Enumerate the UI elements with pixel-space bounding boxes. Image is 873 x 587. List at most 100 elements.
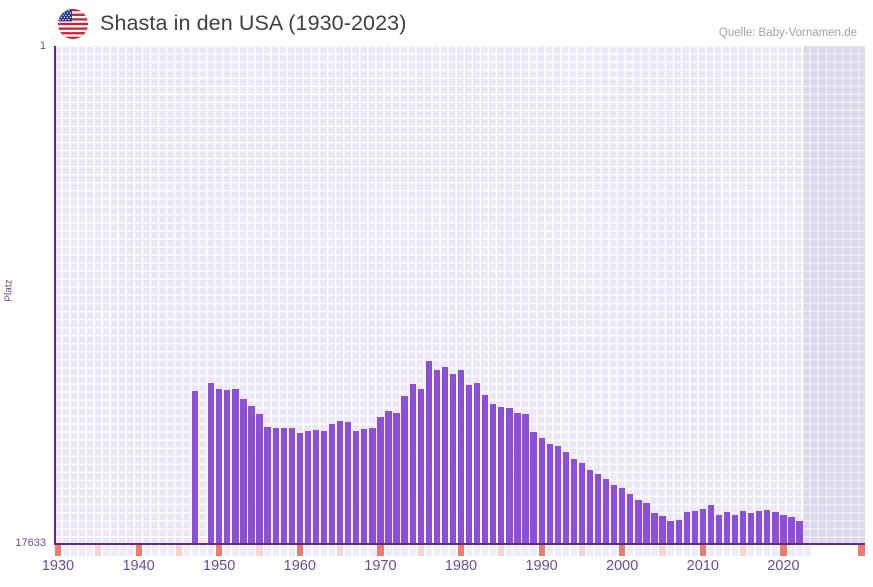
bar	[570, 459, 578, 543]
x-tick	[514, 545, 521, 556]
bar	[723, 512, 731, 543]
bar	[764, 510, 771, 543]
x-tick	[191, 545, 199, 556]
bar	[490, 404, 497, 543]
x-tick	[506, 545, 513, 556]
bar	[506, 408, 513, 543]
x-tick	[651, 545, 658, 556]
x-axis-tick-label: 1990	[525, 558, 558, 574]
x-tick	[498, 545, 505, 556]
bar	[602, 479, 610, 543]
bar	[288, 428, 295, 543]
page-title: Shasta in den USA (1930-2023)	[100, 11, 407, 35]
x-tick	[127, 545, 134, 556]
x-tick	[111, 545, 118, 556]
bar	[216, 389, 223, 543]
x-axis-tick-label: 1980	[444, 558, 478, 574]
x-tick	[546, 545, 553, 556]
bar	[740, 511, 747, 543]
bar	[772, 512, 779, 543]
y-axis-line	[54, 46, 56, 543]
x-tick	[312, 545, 320, 556]
bar	[345, 422, 352, 543]
x-tick	[208, 545, 215, 556]
bar	[498, 407, 505, 543]
x-tick	[159, 545, 166, 556]
x-tick-end	[857, 545, 865, 556]
x-tick	[95, 545, 102, 556]
x-tick	[175, 545, 183, 556]
bar	[401, 396, 408, 543]
x-axis-tick-label: 1950	[203, 558, 236, 574]
bar	[635, 500, 642, 543]
bar	[780, 515, 787, 543]
x-tick	[441, 545, 449, 556]
x-tick	[538, 545, 545, 556]
x-tick	[143, 545, 150, 556]
bar	[465, 385, 473, 543]
x-axis-tick-label: 2020	[767, 558, 800, 574]
bar	[353, 431, 360, 543]
x-tick	[167, 545, 175, 556]
bar	[256, 414, 263, 543]
x-axis-tick-label: 2010	[686, 558, 719, 574]
bar	[748, 513, 755, 543]
bar	[369, 428, 376, 543]
x-tick	[675, 545, 682, 556]
bar	[280, 428, 287, 543]
x-tick	[635, 545, 642, 556]
x-tick	[79, 545, 86, 556]
x-tick	[119, 545, 126, 556]
x-tick	[240, 545, 247, 556]
x-tick	[578, 545, 586, 556]
x-tick	[788, 545, 795, 556]
bar	[208, 383, 215, 543]
bar	[715, 515, 723, 543]
bar	[554, 446, 561, 543]
x-tick	[780, 545, 787, 556]
bar	[296, 433, 303, 543]
x-tick	[530, 545, 537, 556]
x-tick	[385, 545, 392, 556]
x-axis-line	[54, 543, 865, 545]
x-tick	[522, 545, 529, 556]
x-tick	[772, 545, 779, 556]
bar	[264, 427, 271, 543]
x-tick	[554, 545, 561, 556]
x-tick	[619, 545, 626, 556]
x-tick	[54, 545, 62, 556]
x-tick	[272, 545, 279, 556]
bar	[320, 431, 328, 543]
bar	[191, 391, 199, 543]
x-tick	[627, 545, 634, 556]
x-tick	[304, 545, 312, 556]
x-tick	[449, 545, 457, 556]
x-tick	[264, 545, 271, 556]
bar	[449, 374, 457, 543]
bar	[393, 413, 400, 543]
x-axis-tick-label: 1930	[41, 558, 75, 574]
bar	[546, 444, 553, 543]
chart-header: Shasta in den USA (1930-2023) Quelle: Ba…	[0, 0, 873, 46]
bar	[530, 432, 537, 543]
bar	[272, 428, 279, 543]
source-credit: Quelle: Baby-Vornamen.de	[718, 27, 857, 39]
x-tick	[87, 545, 94, 556]
bar	[627, 494, 634, 543]
x-tick	[401, 545, 408, 556]
bar	[425, 361, 432, 543]
x-tick	[216, 545, 223, 556]
x-tick	[296, 545, 303, 556]
x-tick	[199, 545, 207, 556]
x-tick	[183, 545, 191, 556]
x-tick	[224, 545, 231, 556]
bar	[514, 413, 521, 543]
bar	[433, 370, 441, 543]
bar	[417, 389, 424, 543]
x-tick	[699, 545, 706, 556]
x-tick	[377, 545, 384, 556]
bar	[756, 511, 763, 543]
bar	[683, 512, 690, 543]
x-axis-tick-label: 1960	[283, 558, 316, 574]
